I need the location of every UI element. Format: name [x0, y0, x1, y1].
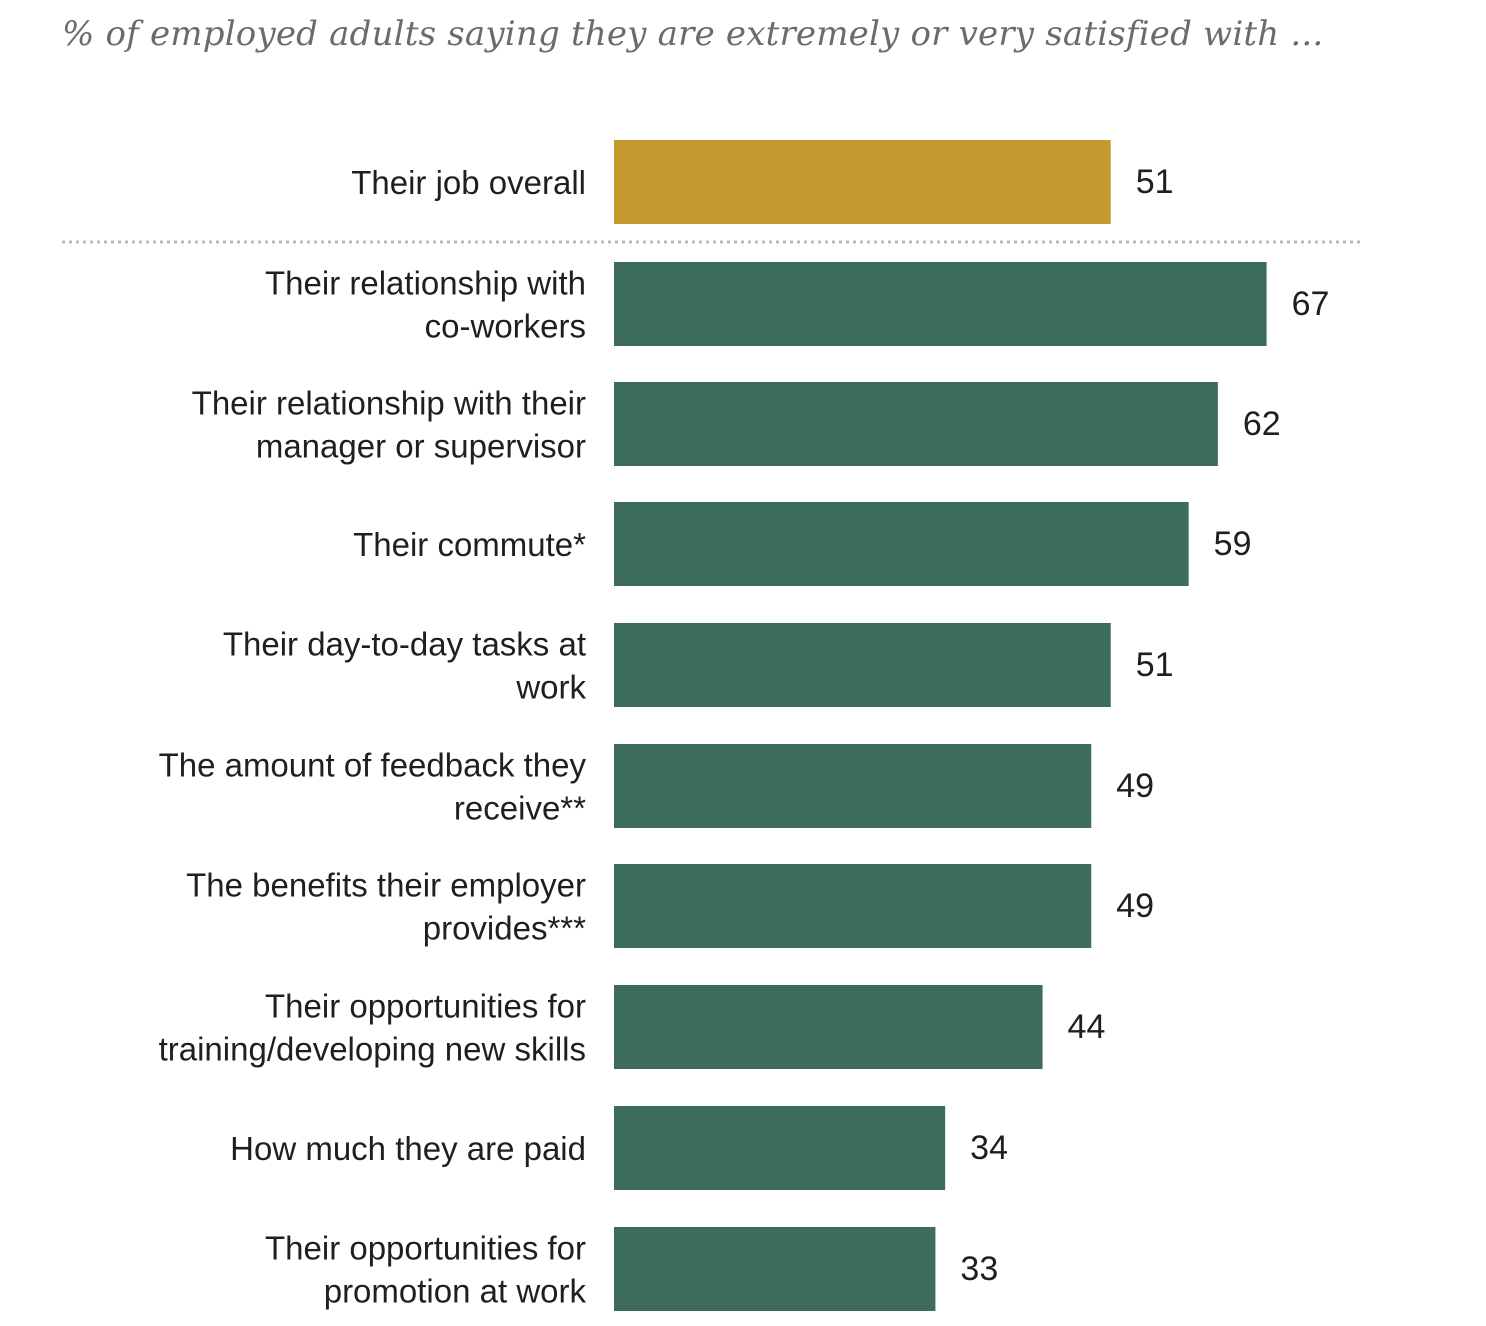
category-label: Their job overall — [351, 164, 586, 201]
chart-subtitle: % of employed adults saying they are ext… — [62, 14, 1324, 54]
bar — [614, 864, 1092, 948]
bar — [614, 502, 1189, 586]
category-label: Their relationship with their manager or … — [192, 384, 586, 464]
bar-value-label: 33 — [960, 1250, 998, 1288]
bar — [614, 1227, 936, 1311]
category-label: Their relationship with co-workers — [265, 264, 586, 344]
bar-value-label: 62 — [1243, 405, 1281, 443]
bar — [614, 985, 1043, 1069]
bar — [614, 744, 1092, 828]
bar-value-label: 49 — [1116, 887, 1154, 925]
bar-value-label: 59 — [1214, 525, 1252, 563]
bar — [614, 140, 1111, 224]
category-label: The amount of feedback they receive** — [159, 746, 587, 826]
bar — [614, 1106, 946, 1190]
category-label: Their opportunities for promotion at work — [265, 1229, 586, 1309]
bar — [614, 262, 1267, 346]
bar-value-label: 51 — [1136, 163, 1174, 201]
bar-value-label: 51 — [1136, 646, 1174, 684]
bar-value-label: 34 — [970, 1129, 1008, 1167]
category-label: Their day-to-day tasks at work — [223, 625, 587, 705]
category-label: Their opportunities for training/developi… — [159, 987, 586, 1067]
bar-value-label: 49 — [1116, 767, 1154, 805]
category-label: Their commute* — [353, 526, 586, 563]
category-label: The benefits their employer provides*** — [186, 866, 586, 946]
bar-value-label: 67 — [1292, 285, 1330, 323]
bar — [614, 382, 1218, 466]
bar-value-label: 44 — [1068, 1008, 1106, 1046]
bar — [614, 623, 1111, 707]
category-label: How much they are paid — [230, 1130, 586, 1167]
